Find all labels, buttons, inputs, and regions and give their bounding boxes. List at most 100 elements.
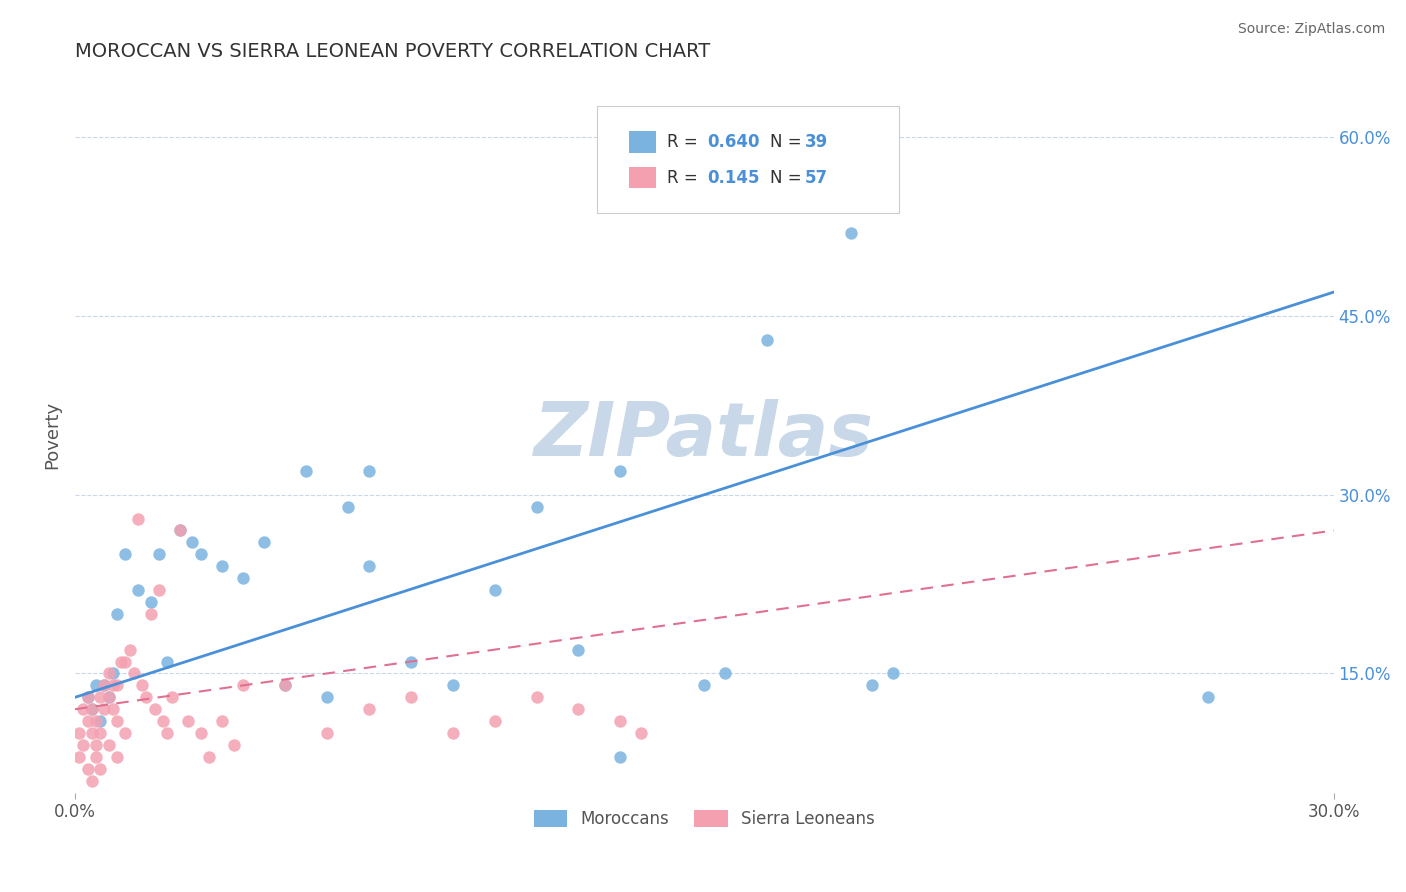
Point	[93, 678, 115, 692]
Point	[232, 678, 254, 692]
Point	[97, 690, 120, 705]
Point	[190, 547, 212, 561]
Y-axis label: Poverty: Poverty	[44, 401, 60, 469]
Point	[139, 607, 162, 621]
Text: N =: N =	[769, 169, 801, 186]
Point	[118, 642, 141, 657]
Point	[80, 773, 103, 788]
Point	[224, 738, 246, 752]
Text: Source: ZipAtlas.com: Source: ZipAtlas.com	[1237, 22, 1385, 37]
Text: ZIPatlas: ZIPatlas	[534, 399, 875, 472]
Point	[526, 690, 548, 705]
Point	[198, 750, 221, 764]
Text: N =: N =	[769, 133, 801, 151]
Point	[80, 702, 103, 716]
Point	[169, 524, 191, 538]
Text: MOROCCAN VS SIERRA LEONEAN POVERTY CORRELATION CHART: MOROCCAN VS SIERRA LEONEAN POVERTY CORRE…	[75, 42, 710, 61]
Point	[441, 726, 464, 740]
Point	[97, 738, 120, 752]
Point	[76, 714, 98, 728]
Text: 39: 39	[806, 133, 828, 151]
Bar	[628, 167, 657, 188]
Point	[80, 702, 103, 716]
Point	[72, 738, 94, 752]
Point	[89, 714, 111, 728]
Point	[693, 678, 716, 692]
FancyBboxPatch shape	[598, 106, 900, 213]
Point	[148, 547, 170, 561]
Point	[567, 702, 589, 716]
Point	[76, 690, 98, 705]
Point	[114, 726, 136, 740]
Point	[160, 690, 183, 705]
Bar	[628, 131, 657, 153]
Point	[76, 762, 98, 776]
Point	[441, 678, 464, 692]
Point	[357, 559, 380, 574]
Point	[609, 714, 631, 728]
Point	[232, 571, 254, 585]
Point	[67, 726, 90, 740]
Point	[105, 607, 128, 621]
Text: 0.640: 0.640	[707, 133, 759, 151]
Point	[211, 714, 233, 728]
Point	[190, 726, 212, 740]
Point	[127, 582, 149, 597]
Point	[181, 535, 204, 549]
Point	[315, 726, 337, 740]
Point	[76, 690, 98, 705]
Point	[177, 714, 200, 728]
Point	[399, 655, 422, 669]
Point	[526, 500, 548, 514]
Text: R =: R =	[666, 169, 707, 186]
Point	[89, 690, 111, 705]
Point	[253, 535, 276, 549]
Point	[84, 678, 107, 692]
Legend: Moroccans, Sierra Leoneans: Moroccans, Sierra Leoneans	[527, 803, 882, 834]
Point	[1197, 690, 1219, 705]
Point	[72, 702, 94, 716]
Point	[336, 500, 359, 514]
Point	[135, 690, 157, 705]
Point	[127, 511, 149, 525]
Text: 57: 57	[806, 169, 828, 186]
Point	[148, 582, 170, 597]
Point	[357, 702, 380, 716]
Point	[101, 666, 124, 681]
Point	[357, 464, 380, 478]
Point	[84, 750, 107, 764]
Point	[484, 582, 506, 597]
Point	[839, 226, 862, 240]
Point	[114, 655, 136, 669]
Point	[67, 750, 90, 764]
Point	[114, 547, 136, 561]
Point	[89, 726, 111, 740]
Point	[609, 750, 631, 764]
Point	[80, 726, 103, 740]
Point	[97, 690, 120, 705]
Point	[97, 666, 120, 681]
Point	[84, 714, 107, 728]
Point	[169, 524, 191, 538]
Point	[105, 714, 128, 728]
Point	[315, 690, 337, 705]
Point	[274, 678, 297, 692]
Point	[105, 750, 128, 764]
Point	[567, 642, 589, 657]
Point	[152, 714, 174, 728]
Point	[122, 666, 145, 681]
Point	[110, 655, 132, 669]
Point	[101, 678, 124, 692]
Point	[714, 666, 737, 681]
Point	[139, 595, 162, 609]
Point	[274, 678, 297, 692]
Point	[860, 678, 883, 692]
Point	[131, 678, 153, 692]
Point	[89, 762, 111, 776]
Point	[484, 714, 506, 728]
Point	[156, 655, 179, 669]
Point	[294, 464, 316, 478]
Text: R =: R =	[666, 133, 703, 151]
Point	[630, 726, 652, 740]
Point	[609, 464, 631, 478]
